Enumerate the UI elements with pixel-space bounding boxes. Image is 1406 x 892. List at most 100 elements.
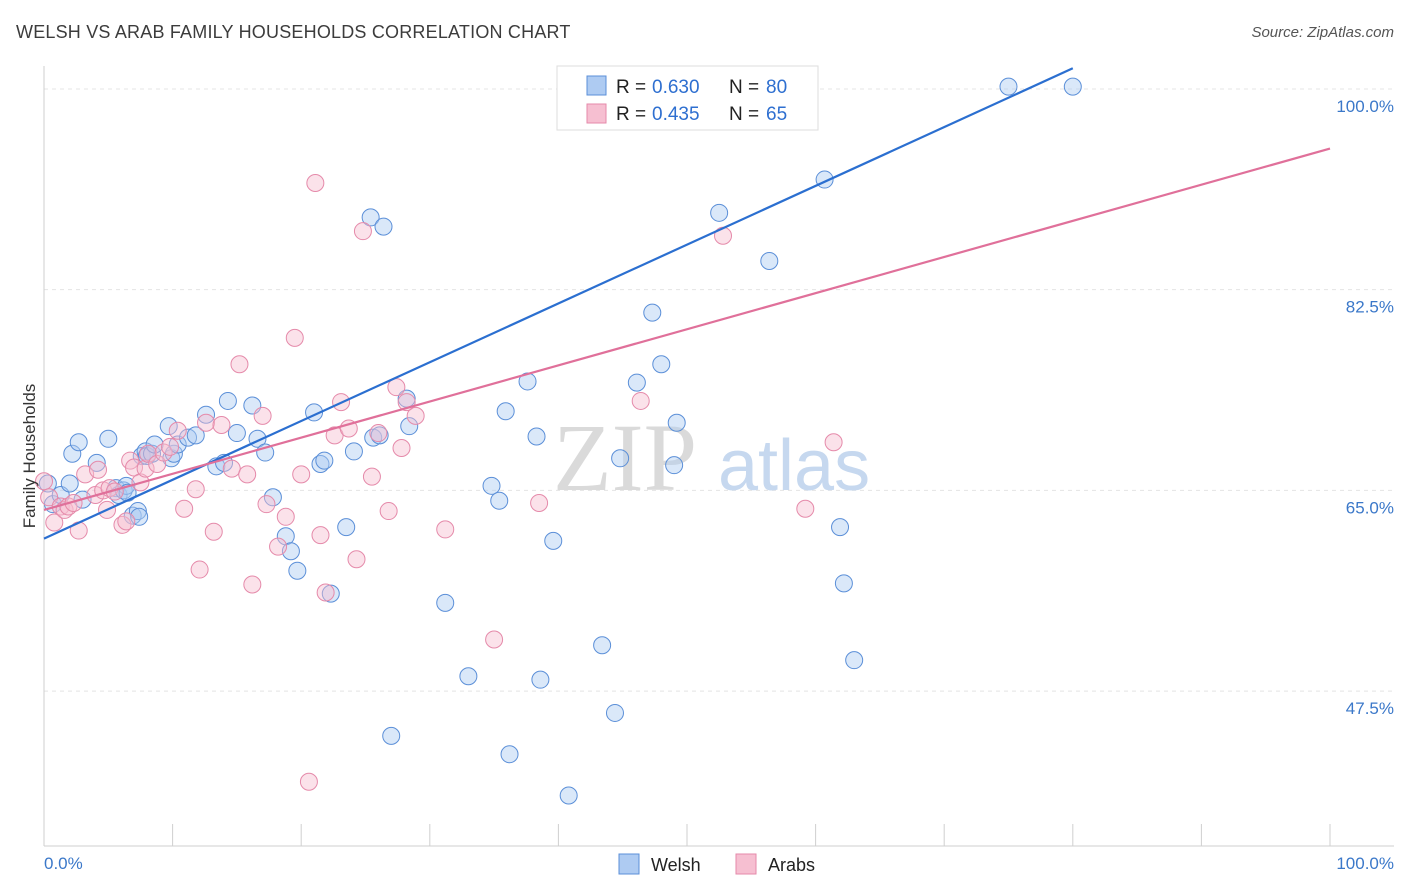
welsh-point [482,476,501,495]
welsh-point [652,355,671,374]
welsh-point [643,303,662,322]
bottom-legend-swatch-arabs [735,853,757,875]
bottom-legend-swatch-welsh [618,853,640,875]
arabs-point [125,458,144,477]
welsh-point [710,203,729,222]
arabs-point [117,512,136,531]
arabs-point [197,413,216,432]
arabs-point [89,460,108,479]
welsh-point [344,442,363,461]
welsh-point [159,417,178,436]
welsh-trend-line [43,67,1074,540]
welsh-point [87,453,106,472]
y-tick-label: 82.5% [1346,298,1394,317]
welsh-point [527,427,546,446]
welsh-point [400,417,419,436]
arabs-point [379,502,398,521]
x-tick-label-min: 0.0% [44,854,83,873]
source-credit: Source: ZipAtlas.com [1251,24,1394,41]
arabs-point [269,537,288,556]
arabs-point [175,499,194,518]
welsh-point [627,373,646,392]
welsh-point [128,502,147,521]
welsh-point [834,574,853,593]
welsh-point [459,667,478,686]
welsh-point [496,402,515,421]
welsh-point [544,531,563,550]
arabs-point [299,772,318,791]
welsh-point [531,670,550,689]
welsh-point [382,726,401,745]
trend-lines [43,67,1331,540]
legend-box: R = 0.630 N = 80 R = 0.435 N = 65 [556,65,819,131]
arabs-point [285,328,304,347]
welsh-point [186,426,205,445]
arabs-point [369,424,388,443]
welsh-point [374,217,393,236]
arabs-point [796,499,815,518]
legend-r-value-arabs: 0.435 [652,104,700,125]
welsh-point [500,745,519,764]
watermark-atlas: atlas [718,426,870,506]
y-tick-label: 47.5% [1346,699,1394,718]
axes [43,66,1394,847]
welsh-point [667,413,686,432]
welsh-point [337,518,356,537]
arabs-point [316,583,335,602]
legend-r-label-welsh: R = [616,77,646,98]
welsh-point [99,429,118,448]
arabs-point [406,406,425,425]
legend-r-value-welsh: 0.630 [652,77,700,98]
welsh-point [436,593,455,612]
arabs-point [35,472,53,491]
arabs-point [353,222,372,241]
arabs-point [347,550,366,569]
welsh-point [1063,77,1082,96]
arabs-point [362,467,381,486]
arabs-point [243,575,262,594]
arabs-point [485,630,504,649]
arabs-point [45,513,64,532]
legend-r-label-arabs: R = [616,104,646,125]
arabs-point [222,459,241,478]
welsh-point [69,433,88,452]
arabs-point [306,174,325,192]
arabs-point [392,438,411,457]
welsh-point [263,488,282,507]
y-axis-title: Family Households [20,384,39,529]
watermark: ZIP atlas [553,404,870,511]
welsh-point [845,651,864,670]
arabs-point [230,355,249,374]
arabs-point [148,455,167,474]
y-tick-label: 65.0% [1346,498,1394,517]
legend-n-value-arabs: 65 [766,104,787,125]
arabs-point [186,480,205,499]
x-ticks [43,824,1331,846]
x-tick-label-max: 100.0% [1336,854,1394,873]
welsh-point [60,474,79,493]
arabs-points [35,174,843,791]
y-tick-label: 100.0% [1336,97,1394,116]
arabs-point [253,406,272,425]
welsh-point [760,252,779,270]
legend-swatch-arabs [586,103,607,124]
legend-n-label-welsh: N = [729,77,759,98]
welsh-point [218,391,237,410]
welsh-point [999,77,1018,96]
arabs-point [212,416,231,435]
bottom-legend-label-arabs: Arabs [768,855,815,875]
legend-n-label-arabs: N = [729,104,759,125]
welsh-point [490,491,509,510]
welsh-point [227,424,246,443]
welsh-point [605,703,624,722]
y-tick-labels: 47.5% 65.0% 82.5% 100.0% [1336,97,1394,718]
legend-n-value-welsh: 80 [766,77,787,98]
arabs-point [136,459,155,478]
arabs-point [276,507,295,526]
arabs-point [161,437,180,456]
welsh-point [593,636,612,655]
welsh-point [288,561,307,580]
arabs-point [436,520,455,539]
arabs-point [530,494,549,513]
bottom-legend: Welsh Arabs [618,853,815,875]
